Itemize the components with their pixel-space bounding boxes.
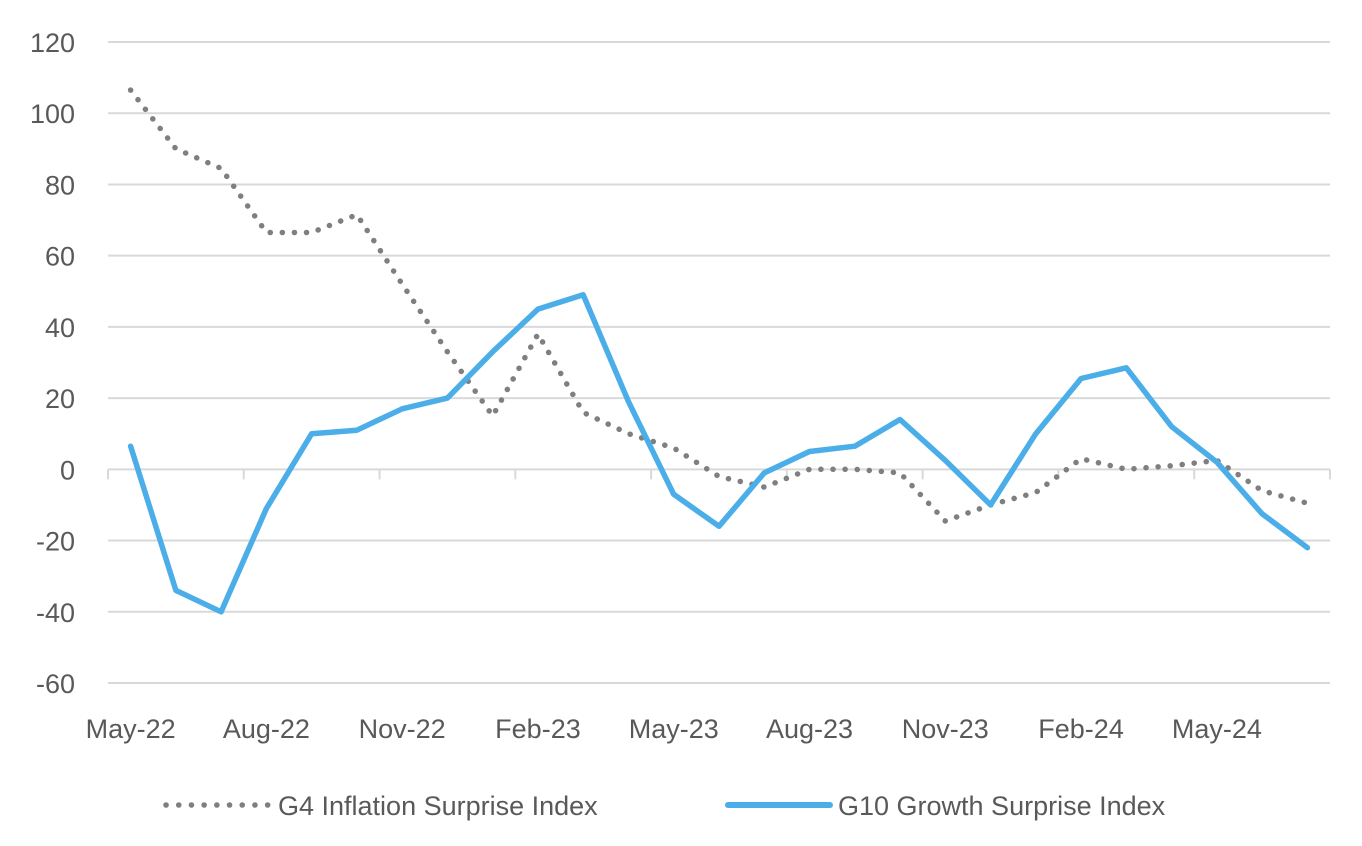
legend-label-growth: G10 Growth Surprise Index	[838, 791, 1166, 821]
y-axis-tick-labels: 120 100 80 60 40 20 0 -20 -40 -60	[30, 28, 75, 699]
x-axis	[107, 468, 1331, 480]
y-tick-label: -60	[36, 669, 75, 699]
x-tick-label: May-22	[86, 714, 176, 744]
x-tick-label: Feb-23	[495, 714, 581, 744]
x-tick-label: Aug-22	[223, 714, 310, 744]
x-axis-tick-labels: May-22 Aug-22 Nov-22 Feb-23 May-23 Aug-23 Nov-…	[86, 714, 1262, 744]
y-tick-label: 120	[30, 28, 75, 58]
legend-label-inflation: G4 Inflation Surprise Index	[278, 791, 598, 821]
x-tick-label: Aug-23	[766, 714, 853, 744]
y-tick-label: 60	[45, 242, 75, 272]
gridlines	[108, 41, 1330, 684]
y-tick-label: -20	[36, 527, 75, 557]
x-tick-label: May-24	[1172, 714, 1262, 744]
y-tick-label: 0	[60, 455, 75, 485]
x-tick-label: May-23	[629, 714, 719, 744]
series-line-growth	[127, 292, 1311, 615]
y-tick-label: 100	[30, 99, 75, 129]
x-tick-label: Nov-23	[902, 714, 989, 744]
legend: G4 Inflation Surprise Index G10 Growth S…	[163, 791, 1166, 821]
y-tick-label: 20	[45, 384, 75, 414]
x-tick-label: Feb-24	[1038, 714, 1124, 744]
y-tick-label: 40	[45, 313, 75, 343]
series-lines	[127, 87, 1311, 615]
y-tick-label: 80	[45, 170, 75, 200]
y-tick-label: -40	[36, 598, 75, 628]
x-tick-label: Nov-22	[359, 714, 446, 744]
series-line-inflation	[127, 87, 1311, 524]
